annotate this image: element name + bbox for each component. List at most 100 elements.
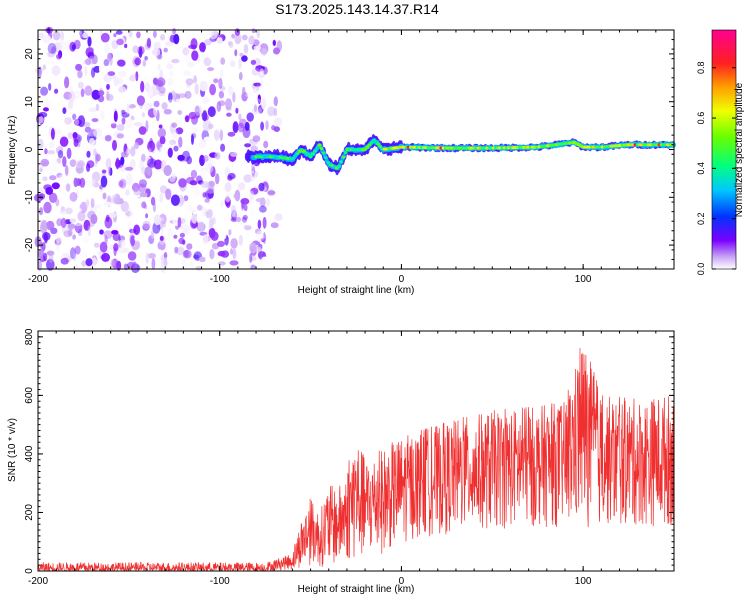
- heatmap-marks: [34, 26, 676, 274]
- heatmap-noise-blob: [162, 222, 167, 228]
- heatmap-ridge-core: [291, 156, 296, 160]
- heatmap-noise-blob: [182, 249, 192, 259]
- heatmap-noise-blob: [228, 41, 234, 48]
- heatmap-noise-blob: [77, 160, 85, 168]
- heatmap-noise-blob: [258, 182, 265, 192]
- heatmap-noise-blob: [107, 71, 116, 76]
- heatmap-noise-blob: [163, 108, 172, 115]
- snr-x-tick-label: -200: [28, 576, 48, 587]
- heatmap-noise-blob: [83, 233, 89, 243]
- heatmap-noise-blob: [93, 162, 98, 168]
- heatmap-noise-blob: [93, 148, 97, 157]
- heatmap-noise-blob: [196, 175, 203, 184]
- heatmap-noise-blob: [64, 164, 69, 176]
- heatmap-noise-blob: [86, 150, 91, 158]
- heatmap-noise-blob: [227, 58, 232, 69]
- heatmap-noise-blob: [168, 69, 174, 77]
- heatmap-noise-blob: [271, 125, 276, 131]
- heatmap-noise-blob: [117, 246, 125, 254]
- heatmap-noise-blob: [151, 48, 161, 56]
- heatmap-noise-blob: [260, 48, 268, 56]
- heatmap-noise-blob: [132, 261, 137, 269]
- heatmap-noise-blob: [75, 63, 83, 71]
- heatmap-noise-blob: [167, 147, 173, 158]
- heatmap-ridge-core: [374, 140, 378, 144]
- heatmap-noise-blob: [168, 92, 173, 103]
- heatmap-noise-blob: [158, 86, 166, 94]
- heatmap-noise-blob: [222, 228, 227, 240]
- heatmap-y-ticks: -20 -10 0 10 20: [24, 29, 674, 270]
- heatmap-noise-blob: [183, 195, 189, 202]
- heatmap-noise-blob: [184, 115, 190, 123]
- heatmap-noise-blob: [239, 52, 244, 57]
- heatmap-ridge-core: [295, 152, 300, 156]
- heatmap-noise-blob: [178, 65, 187, 74]
- heatmap-noise-blob: [191, 213, 198, 224]
- heatmap-noise-blob: [224, 182, 232, 193]
- heatmap-noise-blob: [260, 256, 268, 268]
- heatmap-noise-blob: [243, 44, 249, 54]
- heatmap-noise-blob: [254, 98, 261, 104]
- heatmap-noise-blob: [52, 30, 61, 41]
- heatmap-ridge-core: [323, 156, 328, 160]
- heatmap-noise-blob: [74, 264, 78, 269]
- heatmap-noise-blob: [133, 224, 141, 236]
- heatmap-noise-blob: [259, 78, 264, 90]
- heatmap-noise-blob: [85, 258, 93, 267]
- heatmap-noise-blob: [163, 165, 172, 177]
- heatmap-y-tick-label: -10: [24, 190, 35, 205]
- heatmap-noise-blob: [44, 148, 48, 155]
- heatmap-noise-blob: [84, 126, 92, 133]
- heatmap-noise-blob: [38, 32, 44, 39]
- heatmap-noise-blob: [185, 56, 190, 64]
- heatmap-noise-blob: [199, 80, 208, 92]
- heatmap-noise-blob: [113, 247, 117, 257]
- heatmap-noise-blob: [273, 170, 279, 177]
- heatmap-noise-blob: [60, 31, 65, 41]
- snr-y-tick-label: 800: [24, 328, 35, 345]
- heatmap-noise-blob: [169, 139, 176, 145]
- heatmap-noise-blob: [126, 206, 131, 219]
- heatmap-noise-blob: [243, 174, 253, 183]
- heatmap-noise-blob: [230, 217, 238, 222]
- heatmap-noise-blob: [70, 247, 76, 260]
- heatmap-noise-blob: [83, 219, 91, 231]
- snr-y-tick-label: 400: [24, 445, 35, 462]
- heatmap-noise-blob: [250, 59, 257, 65]
- heatmap-noise-blob: [157, 63, 161, 71]
- heatmap-noise-blob: [204, 198, 210, 203]
- heatmap-noise-blob: [100, 110, 105, 120]
- heatmap-noise-blob: [178, 136, 183, 148]
- heatmap-noise-blob: [62, 186, 66, 198]
- heatmap-noise-blob: [51, 182, 60, 190]
- heatmap-noise-blob: [199, 42, 206, 53]
- heatmap-noise-blob: [129, 158, 136, 170]
- heatmap-noise-blob: [185, 78, 194, 86]
- heatmap-noise-blob: [84, 179, 94, 189]
- heatmap-noise-blob: [48, 192, 58, 203]
- heatmap-noise-blob: [146, 37, 152, 48]
- heatmap-noise-blob: [241, 216, 248, 223]
- heatmap-noise-blob: [122, 98, 132, 107]
- heatmap-noise-blob: [57, 150, 64, 159]
- heatmap-noise-blob: [72, 113, 77, 121]
- heatmap-noise-blob: [112, 232, 121, 242]
- heatmap-noise-blob: [99, 63, 103, 74]
- heatmap-noise-blob: [161, 102, 168, 110]
- heatmap-noise-blob: [42, 49, 47, 59]
- heatmap-noise-blob: [129, 54, 138, 60]
- heatmap-noise-blob: [256, 84, 260, 91]
- heatmap-noise-blob: [147, 140, 156, 153]
- heatmap-ridge-core: [319, 147, 324, 150]
- heatmap-noise-blob: [246, 112, 254, 122]
- heatmap-noise-blob: [104, 235, 108, 245]
- heatmap-noise-blob: [261, 98, 267, 110]
- heatmap-noise-blob: [103, 73, 112, 83]
- heatmap-noise-blob: [216, 37, 223, 44]
- heatmap-noise-blob: [67, 223, 76, 230]
- heatmap-noise-blob: [251, 163, 256, 174]
- heatmap-noise-blob: [217, 261, 226, 266]
- heatmap-noise-blob: [177, 93, 187, 98]
- heatmap-noise-blob: [203, 136, 213, 143]
- heatmap-noise-blob: [243, 225, 252, 231]
